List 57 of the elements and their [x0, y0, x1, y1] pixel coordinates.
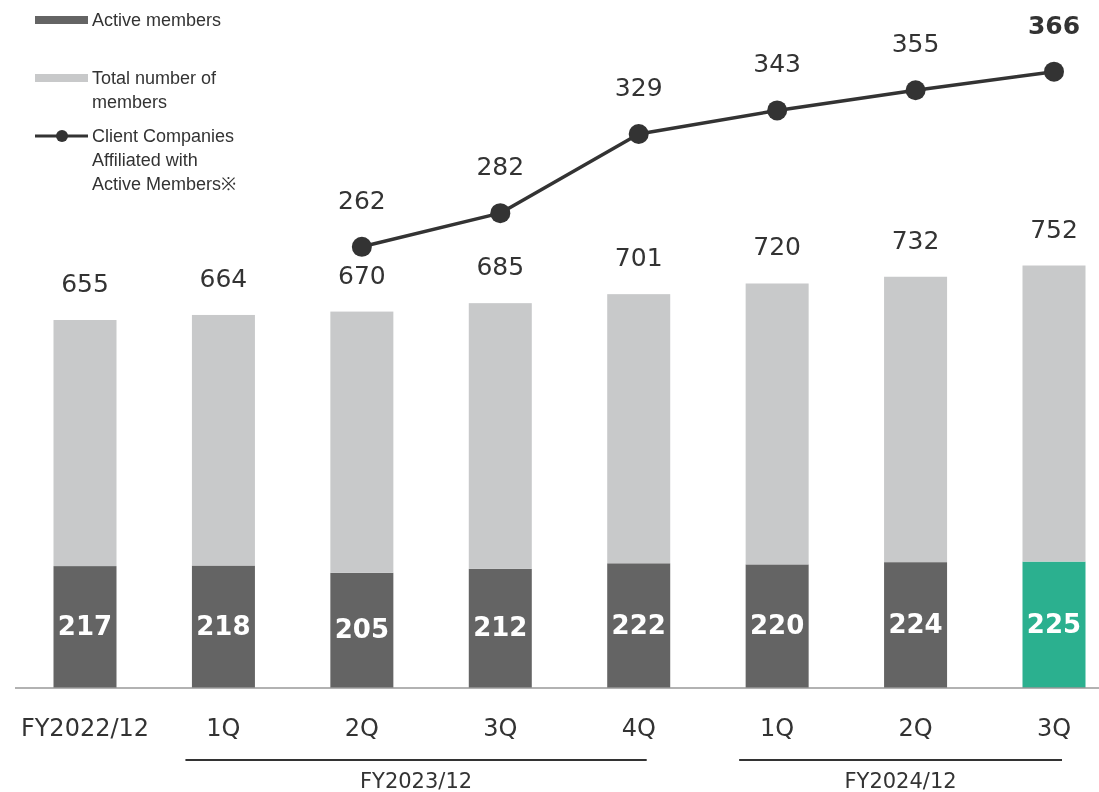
bar [191, 565, 255, 688]
point [905, 80, 926, 101]
total-label: 701 [614, 243, 663, 273]
text: FY2024/12 [844, 769, 957, 792]
bar [884, 276, 948, 563]
bar [468, 568, 532, 688]
bar [1022, 265, 1086, 562]
bar [1022, 561, 1086, 688]
total-label: 685 [476, 252, 525, 282]
bar [53, 320, 117, 567]
data-label: 220 [750, 610, 805, 641]
x-tick-label: 2Q [898, 714, 933, 742]
point [490, 203, 511, 224]
point [1044, 61, 1064, 82]
x-tick-label: 1Q [760, 714, 795, 742]
total-label: 670 [338, 260, 386, 290]
total-label: 732 [891, 225, 940, 255]
bar [745, 564, 809, 688]
bar [745, 283, 809, 565]
data-label: 343 [753, 49, 801, 79]
x-tick-label: 4Q [621, 714, 656, 742]
point [351, 236, 372, 257]
bar [330, 572, 394, 688]
data-label: 225 [1026, 608, 1082, 639]
bar [468, 303, 532, 569]
data-label: 282 [476, 152, 525, 182]
x-tick-label: 3Q [483, 714, 518, 742]
x-tick-label: 3Q [1036, 714, 1072, 742]
legend-label: Active members [92, 10, 222, 30]
bar [53, 566, 117, 688]
bar [884, 562, 948, 688]
data-label: 222 [611, 609, 666, 640]
point [628, 123, 649, 144]
x-tick-label: 2Q [344, 714, 379, 742]
legend-label: Client Companies Affiliated with Active Members※ [92, 126, 237, 194]
total-label: 655 [61, 269, 109, 299]
point [767, 100, 788, 121]
data-label: 212 [473, 612, 528, 643]
data-label: 355 [891, 29, 940, 59]
x-tick-label: FY2022/12 [20, 714, 150, 742]
data-label: 205 [334, 614, 389, 645]
data-label: 224 [888, 609, 943, 640]
data-label: 366 [1027, 10, 1081, 40]
data-label: 218 [196, 610, 251, 641]
total-label: 752 [1030, 214, 1078, 244]
legend-label: Total number of members [92, 68, 218, 112]
bar [607, 294, 671, 564]
bar [330, 311, 394, 573]
data-label: 329 [614, 72, 663, 102]
total-label: 664 [199, 263, 248, 293]
text: FY2023/12 [359, 769, 473, 792]
bar [191, 314, 255, 566]
data-label: 262 [338, 185, 386, 215]
data-label: 217 [57, 611, 113, 642]
x-tick-label: 1Q [206, 714, 241, 742]
total-label: 720 [753, 232, 801, 262]
bar [607, 563, 671, 688]
